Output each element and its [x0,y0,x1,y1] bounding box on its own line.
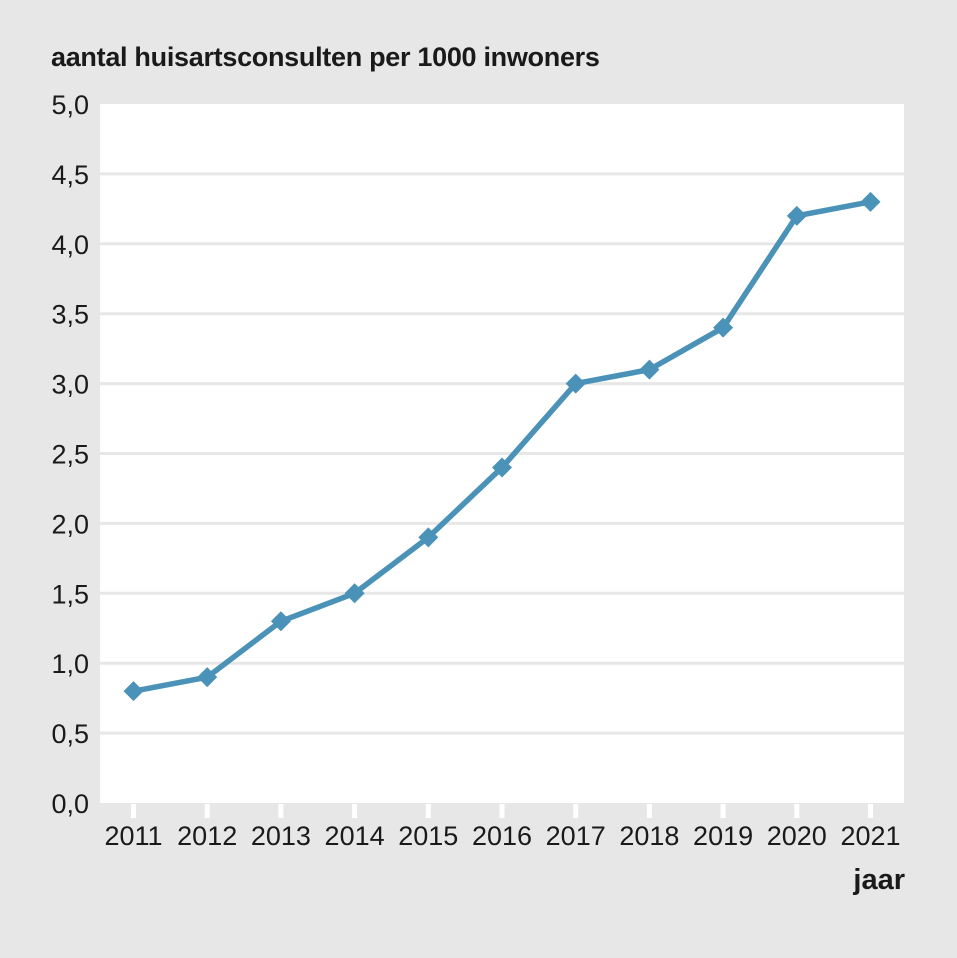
data-point [713,317,734,338]
x-tick-label: 2021 [840,821,900,851]
x-tick-label: 2019 [693,821,753,851]
y-tick-label: 1,5 [51,579,89,609]
x-tick-label: 2013 [251,821,311,851]
y-tick-label: 4,5 [51,160,89,190]
y-tick-label: 0,0 [51,789,89,819]
y-tick-label: 3,5 [51,300,89,330]
y-tick-label: 3,0 [51,370,89,400]
x-tick-label: 2014 [325,821,385,851]
x-tick-mark [204,804,210,818]
data-point [786,205,807,226]
data-point [565,373,586,394]
x-tick-label: 2017 [546,821,606,851]
y-tick-label: 1,0 [51,649,89,679]
x-tick-label: 2016 [472,821,532,851]
x-tick-mark [794,804,800,818]
y-tick-label: 2,0 [51,509,89,539]
x-tick-mark [131,804,136,818]
x-tick-label: 2020 [767,821,827,851]
data-point [639,359,660,380]
data-point [197,667,218,688]
x-axis-title: jaar [853,864,905,896]
y-tick-label: 2,5 [51,440,89,470]
x-tick-mark [646,804,652,818]
x-tick-mark [720,804,726,818]
x-tick-label: 2011 [104,821,162,851]
x-tick-mark [352,804,358,818]
data-point [860,191,881,212]
y-tick-label: 4,0 [51,230,89,260]
x-tick-mark [425,804,431,818]
data-point [123,681,144,702]
data-point [418,527,439,548]
x-tick-mark [499,804,505,818]
chart-title: aantal huisartsconsulten per 1000 inwone… [51,42,600,72]
x-tick-mark [573,804,579,818]
y-tick-label: 5,0 [51,90,89,120]
x-tick-mark [278,804,284,818]
x-tick-mark [868,804,873,818]
x-tick-label: 2015 [398,821,458,851]
data-point [492,457,512,478]
x-tick-label: 2012 [177,821,237,851]
data-point [344,583,365,604]
data-point [270,611,291,632]
x-tick-label: 2018 [619,821,679,851]
y-tick-label: 0,5 [51,719,89,749]
